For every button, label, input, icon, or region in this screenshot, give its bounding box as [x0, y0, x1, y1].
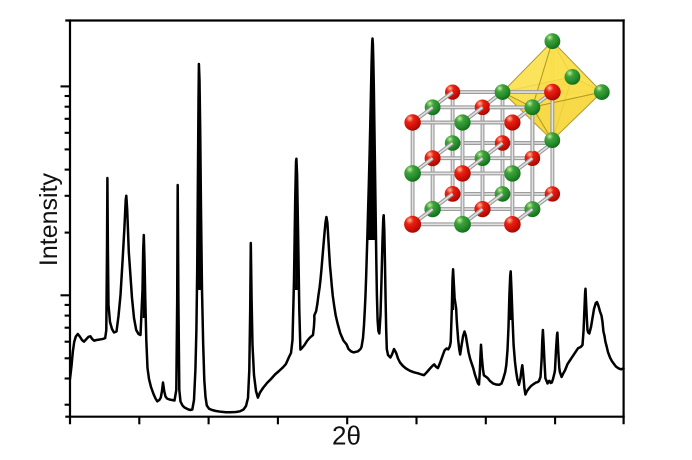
- svg-text:Intensity: Intensity: [35, 172, 63, 266]
- svg-text:2θ: 2θ: [332, 421, 361, 451]
